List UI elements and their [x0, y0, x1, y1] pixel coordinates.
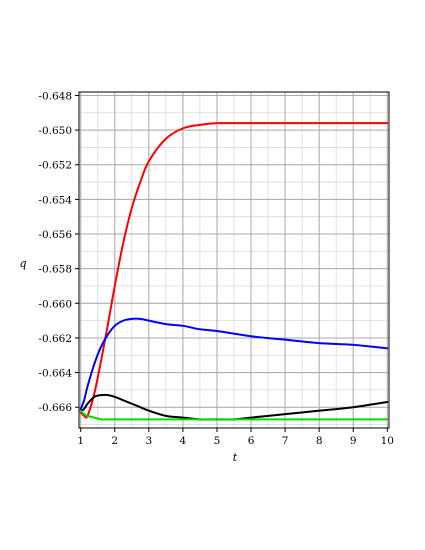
- y-tick-label: -0.654: [38, 194, 72, 206]
- x-tick-label: 9: [350, 435, 357, 447]
- series-line-2: [79, 393, 389, 421]
- series-lines: [79, 122, 389, 421]
- y-tick-label: -0.650: [38, 125, 72, 137]
- grid-major-lines: [79, 92, 389, 428]
- x-axis-label: t: [233, 451, 238, 464]
- x-tick-label: 8: [316, 435, 323, 447]
- y-tick-label: -0.662: [38, 333, 72, 345]
- x-tick-label: 3: [145, 435, 152, 447]
- y-tick-label: -0.652: [38, 160, 72, 172]
- x-tick-label: 10: [381, 435, 394, 447]
- series-line-1: [79, 317, 389, 410]
- x-axis-ticks: 1 2 3 4 5 6 7 8 9 10: [77, 428, 394, 447]
- x-tick-label: 7: [282, 435, 289, 447]
- series-line-0: [79, 122, 389, 419]
- y-tick-label: -0.660: [38, 298, 72, 310]
- grid-minor-lines: [79, 92, 389, 428]
- x-tick-label: 5: [214, 435, 221, 447]
- x-tick-label: 2: [111, 435, 118, 447]
- plot-frame: [78, 91, 390, 429]
- y-tick-label: -0.656: [38, 229, 72, 241]
- x-tick-label: 4: [180, 435, 187, 447]
- series-line-3: [79, 409, 389, 421]
- y-axis-label: q: [19, 257, 26, 270]
- y-tick-label: -0.648: [38, 90, 72, 102]
- y-axis-ticks: -0.648 -0.650 -0.652 -0.654 -0.656 -0.658 -0.6…: [38, 90, 79, 414]
- x-tick-label: 1: [77, 435, 84, 447]
- y-tick-label: -0.666: [38, 402, 72, 414]
- y-tick-label: -0.664: [38, 368, 72, 380]
- y-tick-label: -0.658: [38, 264, 72, 276]
- x-tick-label: 6: [248, 435, 255, 447]
